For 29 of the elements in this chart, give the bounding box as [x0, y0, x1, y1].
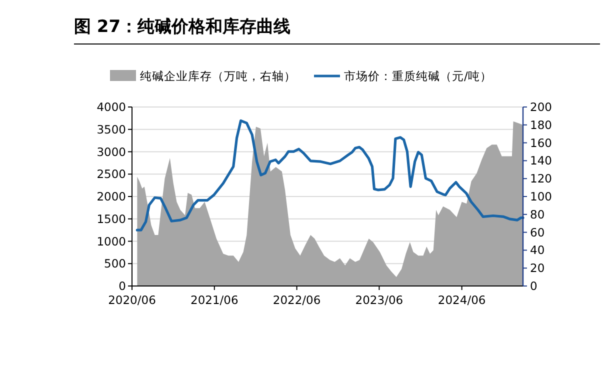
y2-tick-label: 120: [530, 172, 552, 186]
y-tick-label: 1500: [96, 212, 126, 226]
x-tick-label: 2020/06: [108, 293, 156, 307]
y-tick-label: 3000: [96, 144, 126, 159]
y2-tick-label: 40: [530, 243, 545, 258]
line-series: [136, 119, 524, 232]
x-tick-label: 2024/06: [438, 293, 486, 307]
x-tick-label: 2022/06: [272, 293, 321, 307]
y2-tick-label: 100: [530, 190, 552, 204]
y2-tick-label: 80: [530, 207, 545, 222]
y2-tick-label: 140: [530, 154, 552, 168]
y2-tick-label: 20: [530, 261, 545, 276]
y2-tick-label: 0: [530, 279, 538, 293]
y-tick-label: 500: [104, 256, 126, 271]
y-tick-label: 2000: [96, 190, 126, 204]
x-tick-label: 2023/06: [355, 293, 404, 307]
chart-title: 图 27：纯碱价格和库存曲线: [74, 17, 291, 37]
x-tick-label: 2021/06: [190, 293, 238, 307]
legend-label: 纯碱企业库存（万吨，右轴）: [140, 69, 296, 83]
y2-tick-label: 180: [530, 118, 552, 132]
y-tick-label: 4000: [96, 100, 126, 114]
y2-tick-label: 60: [530, 225, 545, 240]
y-tick-label: 1000: [96, 234, 126, 248]
legend-label: 市场价：重质纯碱（元/吨）: [344, 69, 492, 83]
y2-tick-label: 160: [530, 136, 552, 150]
y-tick-label: 0: [118, 279, 126, 293]
y-tick-label: 2500: [96, 167, 126, 182]
y-tick-label: 3500: [96, 122, 126, 136]
y2-tick-label: 200: [530, 100, 552, 114]
